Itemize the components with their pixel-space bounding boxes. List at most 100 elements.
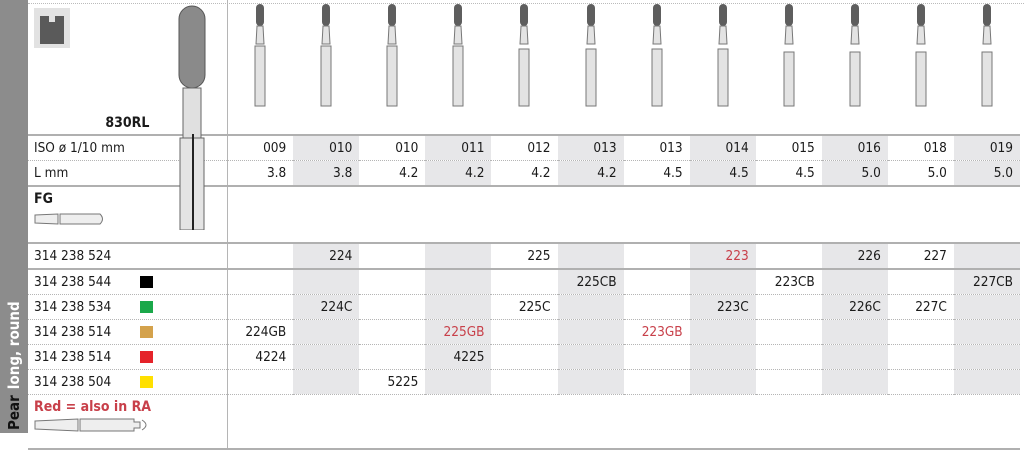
product-code [491,369,558,395]
product-code [425,243,492,270]
length-value: 3.8 [227,160,294,187]
product-code [953,344,1020,370]
pear-bur-icon [452,4,464,107]
product-code [755,344,822,370]
product-code [293,319,360,345]
product-code: 223GB [623,319,690,345]
product-code [821,344,888,370]
empty-cell [359,186,426,244]
ref-number: 314 238 524 [34,248,112,264]
empty-cell [821,394,888,450]
empty-cell [293,186,360,244]
iso-value: 009 [227,135,294,161]
ref-cell: 314 238 514 [28,344,228,370]
product-code [953,294,1020,320]
product-code: 4225 [425,344,492,370]
bur-figure-cell [623,0,690,136]
iso-value: 012 [491,135,558,161]
product-code [491,344,558,370]
bur-figure-cell [557,0,624,136]
product-code [359,269,426,295]
length-value: 3.8 [293,160,360,187]
color-swatch [140,301,153,313]
product-code [953,369,1020,395]
table-row: 314 238 544 225CB 223CB 227CB [28,269,1020,295]
empty-cell [689,186,756,244]
table-row: 314 238 504 5225 [28,369,1020,395]
product-code: 225C [491,294,558,320]
product-code [953,319,1020,345]
pear-bur-icon [386,4,398,107]
length-value: 5.0 [953,160,1020,187]
length-value: 5.0 [887,160,954,187]
iso-value: 014 [689,135,756,161]
empty-cell [557,186,624,244]
iso-value: 015 [755,135,822,161]
product-code: 227CB [953,269,1020,295]
product-code [623,369,690,395]
color-swatch [140,276,153,288]
note-cell: Red = also in RA [28,394,228,450]
category-sub: long, round [5,301,23,390]
bur-figure-cell [689,0,756,136]
empty-cell [689,394,756,450]
product-code: 223C [689,294,756,320]
pear-bur-icon [981,4,993,107]
ref-number: 314 238 514 [34,349,112,365]
bur-figure-cell [953,0,1020,136]
product-code: 224C [293,294,360,320]
shank-label: FG [34,191,53,207]
product-code [623,243,690,270]
product-code [491,269,558,295]
iso-value: 019 [953,135,1020,161]
empty-cell [755,394,822,450]
length-value: 4.5 [689,160,756,187]
product-code [557,369,624,395]
bur-profile-icon [34,8,70,48]
ref-number: 314 238 534 [34,299,112,315]
bur-figure-cell [755,0,822,136]
length-value: 4.5 [755,160,822,187]
iso-value: 011 [425,135,492,161]
pear-bur-icon [254,4,266,107]
pear-bur-icon [915,4,927,107]
color-swatch [140,376,153,388]
ra-shank-icon [34,418,147,432]
empty-cell [227,394,294,450]
empty-cell [359,394,426,450]
product-code: 225 [491,243,558,270]
product-code: 226C [821,294,888,320]
product-code: 223CB [755,269,822,295]
empty-cell [425,186,492,244]
ref-number: 314 238 544 [34,274,112,290]
product-code [755,319,822,345]
product-code [821,369,888,395]
empty-cell [887,186,954,244]
table-row: 314 238 534 224C 225C 223C 226C 227C [28,294,1020,320]
product-code: 5225 [359,369,426,395]
bur-figure-cell [821,0,888,136]
pear-bur-icon [849,4,861,107]
product-code [359,344,426,370]
empty-cell [491,186,558,244]
product-code [689,319,756,345]
product-code [623,294,690,320]
product-code [425,269,492,295]
product-code [293,369,360,395]
iso-value: 016 [821,135,888,161]
iso-value: 018 [887,135,954,161]
length-value: 4.2 [359,160,426,187]
product-code: 223 [689,243,756,270]
product-code [887,269,954,295]
product-code [425,369,492,395]
product-code [227,369,294,395]
product-code [755,294,822,320]
product-code [359,243,426,270]
table-row: 314 238 524 224 225 223 226 227 [28,243,1020,270]
large-bur-icon [178,5,206,230]
product-code [227,269,294,295]
product-code: 224 [293,243,360,270]
iso-value: 010 [359,135,426,161]
bur-figure-cell [887,0,954,136]
bur-figure-cell [425,0,492,136]
